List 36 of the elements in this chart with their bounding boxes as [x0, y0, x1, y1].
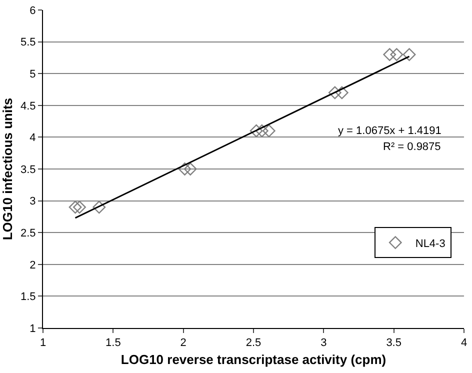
y-tick-label: 4	[30, 132, 36, 144]
y-tick-label: 6	[30, 4, 36, 17]
y-tick-label: 2	[30, 259, 36, 272]
point	[73, 200, 86, 214]
x-tick-label: 4	[460, 337, 468, 350]
y-tick-label: 5	[30, 68, 36, 80]
point	[255, 124, 268, 138]
point	[402, 48, 416, 61]
y-tick-label: 4.5	[20, 100, 36, 112]
point	[92, 200, 106, 214]
point	[390, 48, 404, 61]
y-tick-label: 1	[30, 322, 36, 335]
point	[250, 124, 263, 138]
point	[328, 86, 342, 100]
point	[335, 86, 348, 100]
y-tick-label: 2.5	[20, 227, 36, 240]
y-tick-label: 1.5	[20, 291, 36, 304]
point	[262, 124, 276, 138]
x-tick-label: 2	[180, 337, 186, 350]
annotation: R² = 0.9875	[383, 141, 441, 153]
x-tick-label: 1.5	[106, 337, 121, 350]
legend-label: NL4-3	[415, 238, 446, 250]
x-tick-label: 3	[320, 337, 327, 350]
x-tick-label: 1	[40, 337, 46, 350]
x-axis-title: LOG10 reverse transcriptase activity (cpm)	[120, 352, 386, 367]
y-tick-label: 3	[30, 196, 36, 208]
x-tick-label: 3.5	[386, 337, 402, 350]
point	[383, 48, 396, 61]
point	[68, 200, 82, 214]
annotation: y = 1.0675x + 1.4191	[338, 125, 442, 137]
point	[184, 162, 197, 176]
y-tick-label: 3.5	[20, 164, 36, 176]
x-tick-label: 2.5	[246, 337, 262, 350]
y-tick-label: 5.5	[20, 36, 36, 49]
point	[178, 162, 192, 176]
y-axis-title: LOG10 infectious units	[0, 98, 15, 240]
